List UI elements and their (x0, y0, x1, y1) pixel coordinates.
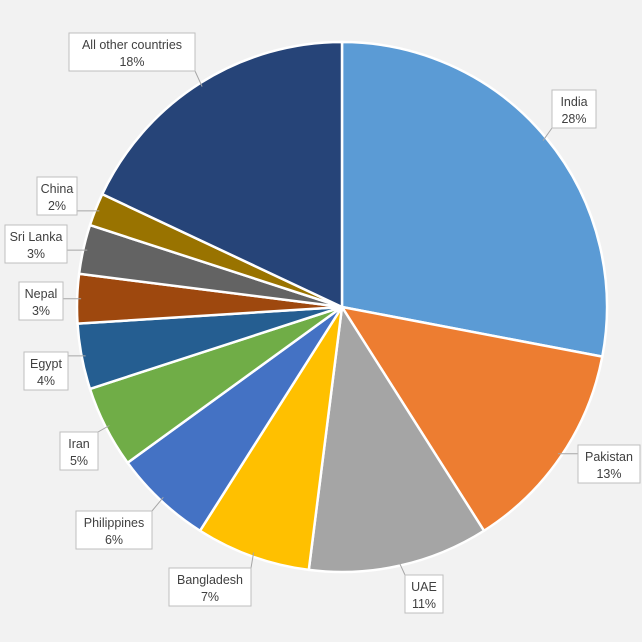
data-label-nepal: Nepal 3% (18, 281, 64, 321)
data-label-box (75, 510, 153, 550)
pie-slice-india (340, 40, 609, 358)
data-label-iran: Iran 5% (59, 431, 99, 471)
data-label-box (168, 567, 252, 607)
data-label-box (404, 574, 444, 614)
leader-line-uae (398, 561, 406, 576)
leader-line-all-other-countries (194, 70, 203, 87)
leader-line-india (542, 127, 553, 141)
data-label-category: Pakistan (585, 450, 633, 464)
data-label-percent: 2% (48, 199, 66, 213)
data-label-percent: 11% (412, 597, 436, 611)
data-label-category: Iran (68, 437, 90, 451)
pie-slice-pakistan (340, 305, 604, 532)
data-label-percent: 7% (201, 590, 219, 604)
data-label-bangladesh: Bangladesh 7% (168, 567, 252, 607)
data-label-percent: 28% (561, 112, 586, 126)
data-label-philippines: Philippines 6% (75, 510, 153, 550)
data-label-egypt: Egypt 4% (23, 351, 69, 391)
data-label-pakistan: Pakistan 13% (577, 444, 641, 484)
data-label-category: UAE (411, 580, 437, 594)
leader-lines (63, 70, 578, 576)
pie-slice-uae (307, 305, 486, 574)
data-label-category: Bangladesh (177, 573, 243, 587)
data-label-box (4, 224, 68, 264)
data-label-box (59, 431, 99, 471)
data-label-percent: 4% (37, 374, 55, 388)
data-label-all-other-countries: All other countries 18% (68, 32, 196, 72)
data-label-box (23, 351, 69, 391)
data-label-percent: 6% (105, 533, 123, 547)
data-labels: India 28% Pakistan 13% UAE 11% Bangladesh 7% Phi… (4, 32, 641, 614)
data-label-category: India (560, 95, 587, 109)
pie-slice-all-other-countries (100, 40, 344, 309)
data-label-india: India 28% (551, 89, 597, 129)
data-label-box (68, 32, 196, 72)
data-label-category: Nepal (25, 287, 58, 301)
data-label-category: Philippines (84, 516, 144, 530)
data-label-box (36, 176, 78, 216)
data-label-box (18, 281, 64, 321)
pie-slice-bangladesh (198, 305, 344, 572)
data-label-sri-lanka: Sri Lanka 3% (4, 224, 68, 264)
data-label-category: Egypt (30, 357, 62, 371)
data-label-percent: 13% (596, 467, 621, 481)
data-label-category: Sri Lanka (10, 230, 63, 244)
data-label-china: China 2% (36, 176, 78, 216)
data-label-percent: 3% (32, 304, 50, 318)
data-label-category: All other countries (82, 38, 182, 52)
data-label-category: China (41, 182, 74, 196)
data-label-uae: UAE 11% (404, 574, 444, 614)
leader-line-iran (97, 425, 110, 433)
pie-slices (75, 40, 609, 574)
data-label-percent: 3% (27, 247, 45, 261)
data-label-box (577, 444, 641, 484)
data-label-percent: 5% (70, 454, 88, 468)
leader-line-philippines (151, 496, 164, 512)
leader-line-bangladesh (250, 552, 255, 569)
data-label-box (551, 89, 597, 129)
data-label-percent: 18% (119, 55, 144, 69)
